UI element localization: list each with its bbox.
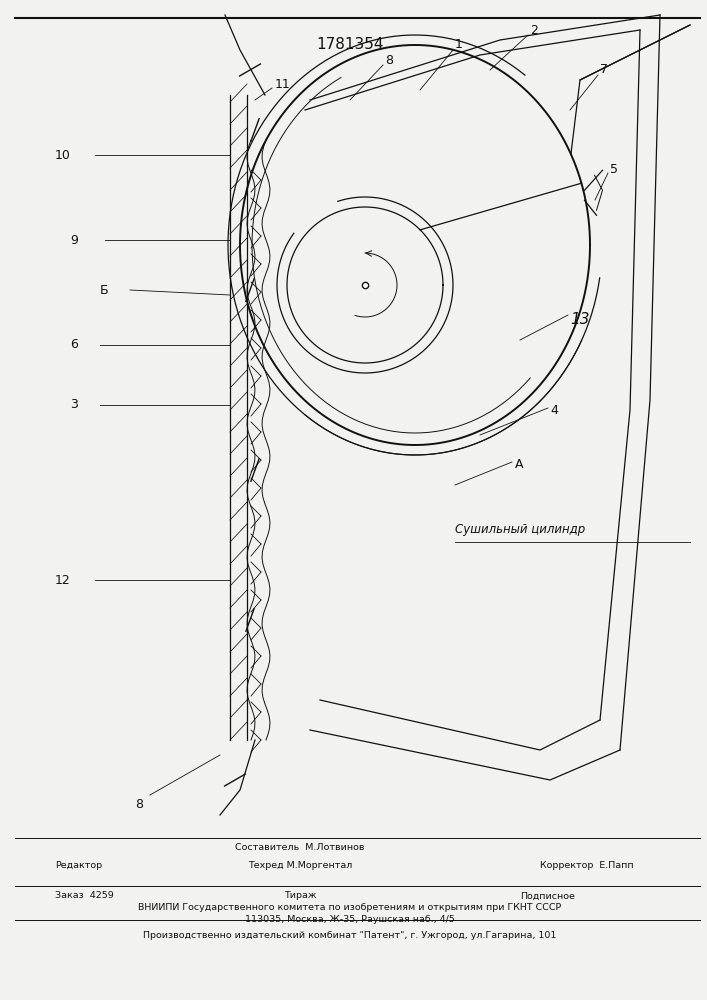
Text: Заказ  4259: Заказ 4259 (55, 892, 114, 900)
Text: Подписное: Подписное (520, 892, 575, 900)
Text: 113035, Москва, Ж-35, Раушская наб., 4/5: 113035, Москва, Ж-35, Раушская наб., 4/5 (245, 916, 455, 924)
Text: Сушильный цилиндр: Сушильный цилиндр (455, 524, 585, 536)
Text: 11: 11 (275, 79, 291, 92)
Text: Составитель  М.Лотвинов: Составитель М.Лотвинов (235, 844, 365, 852)
Text: 1781354: 1781354 (316, 37, 384, 52)
Text: ВНИИПИ Государственного комитета по изобретениям и открытиям при ГКНТ СССР: ВНИИПИ Государственного комитета по изоб… (139, 904, 561, 912)
Text: Б: Б (100, 284, 109, 296)
Text: 8: 8 (135, 798, 143, 812)
Text: 5: 5 (610, 163, 618, 176)
Text: 10: 10 (55, 149, 71, 162)
Text: 6: 6 (70, 338, 78, 352)
Text: 4: 4 (550, 403, 558, 416)
Text: 2: 2 (530, 24, 538, 37)
Text: Техред М.Моргентал: Техред М.Моргентал (248, 861, 352, 870)
Text: A: A (515, 458, 523, 472)
Text: 8: 8 (385, 53, 393, 66)
Text: Производственно издательский комбинат "Патент", г. Ужгород, ул.Гагарина, 101: Производственно издательский комбинат "П… (144, 932, 556, 940)
Text: 1: 1 (455, 38, 463, 51)
Text: Корректор  Е.Папп: Корректор Е.Папп (540, 861, 633, 870)
Text: 12: 12 (55, 574, 71, 586)
Text: 9: 9 (70, 233, 78, 246)
Text: Редактор: Редактор (55, 861, 102, 870)
Text: 3: 3 (70, 398, 78, 412)
Text: 13: 13 (570, 312, 590, 328)
Text: Тираж: Тираж (284, 892, 316, 900)
Text: 7: 7 (600, 63, 608, 76)
